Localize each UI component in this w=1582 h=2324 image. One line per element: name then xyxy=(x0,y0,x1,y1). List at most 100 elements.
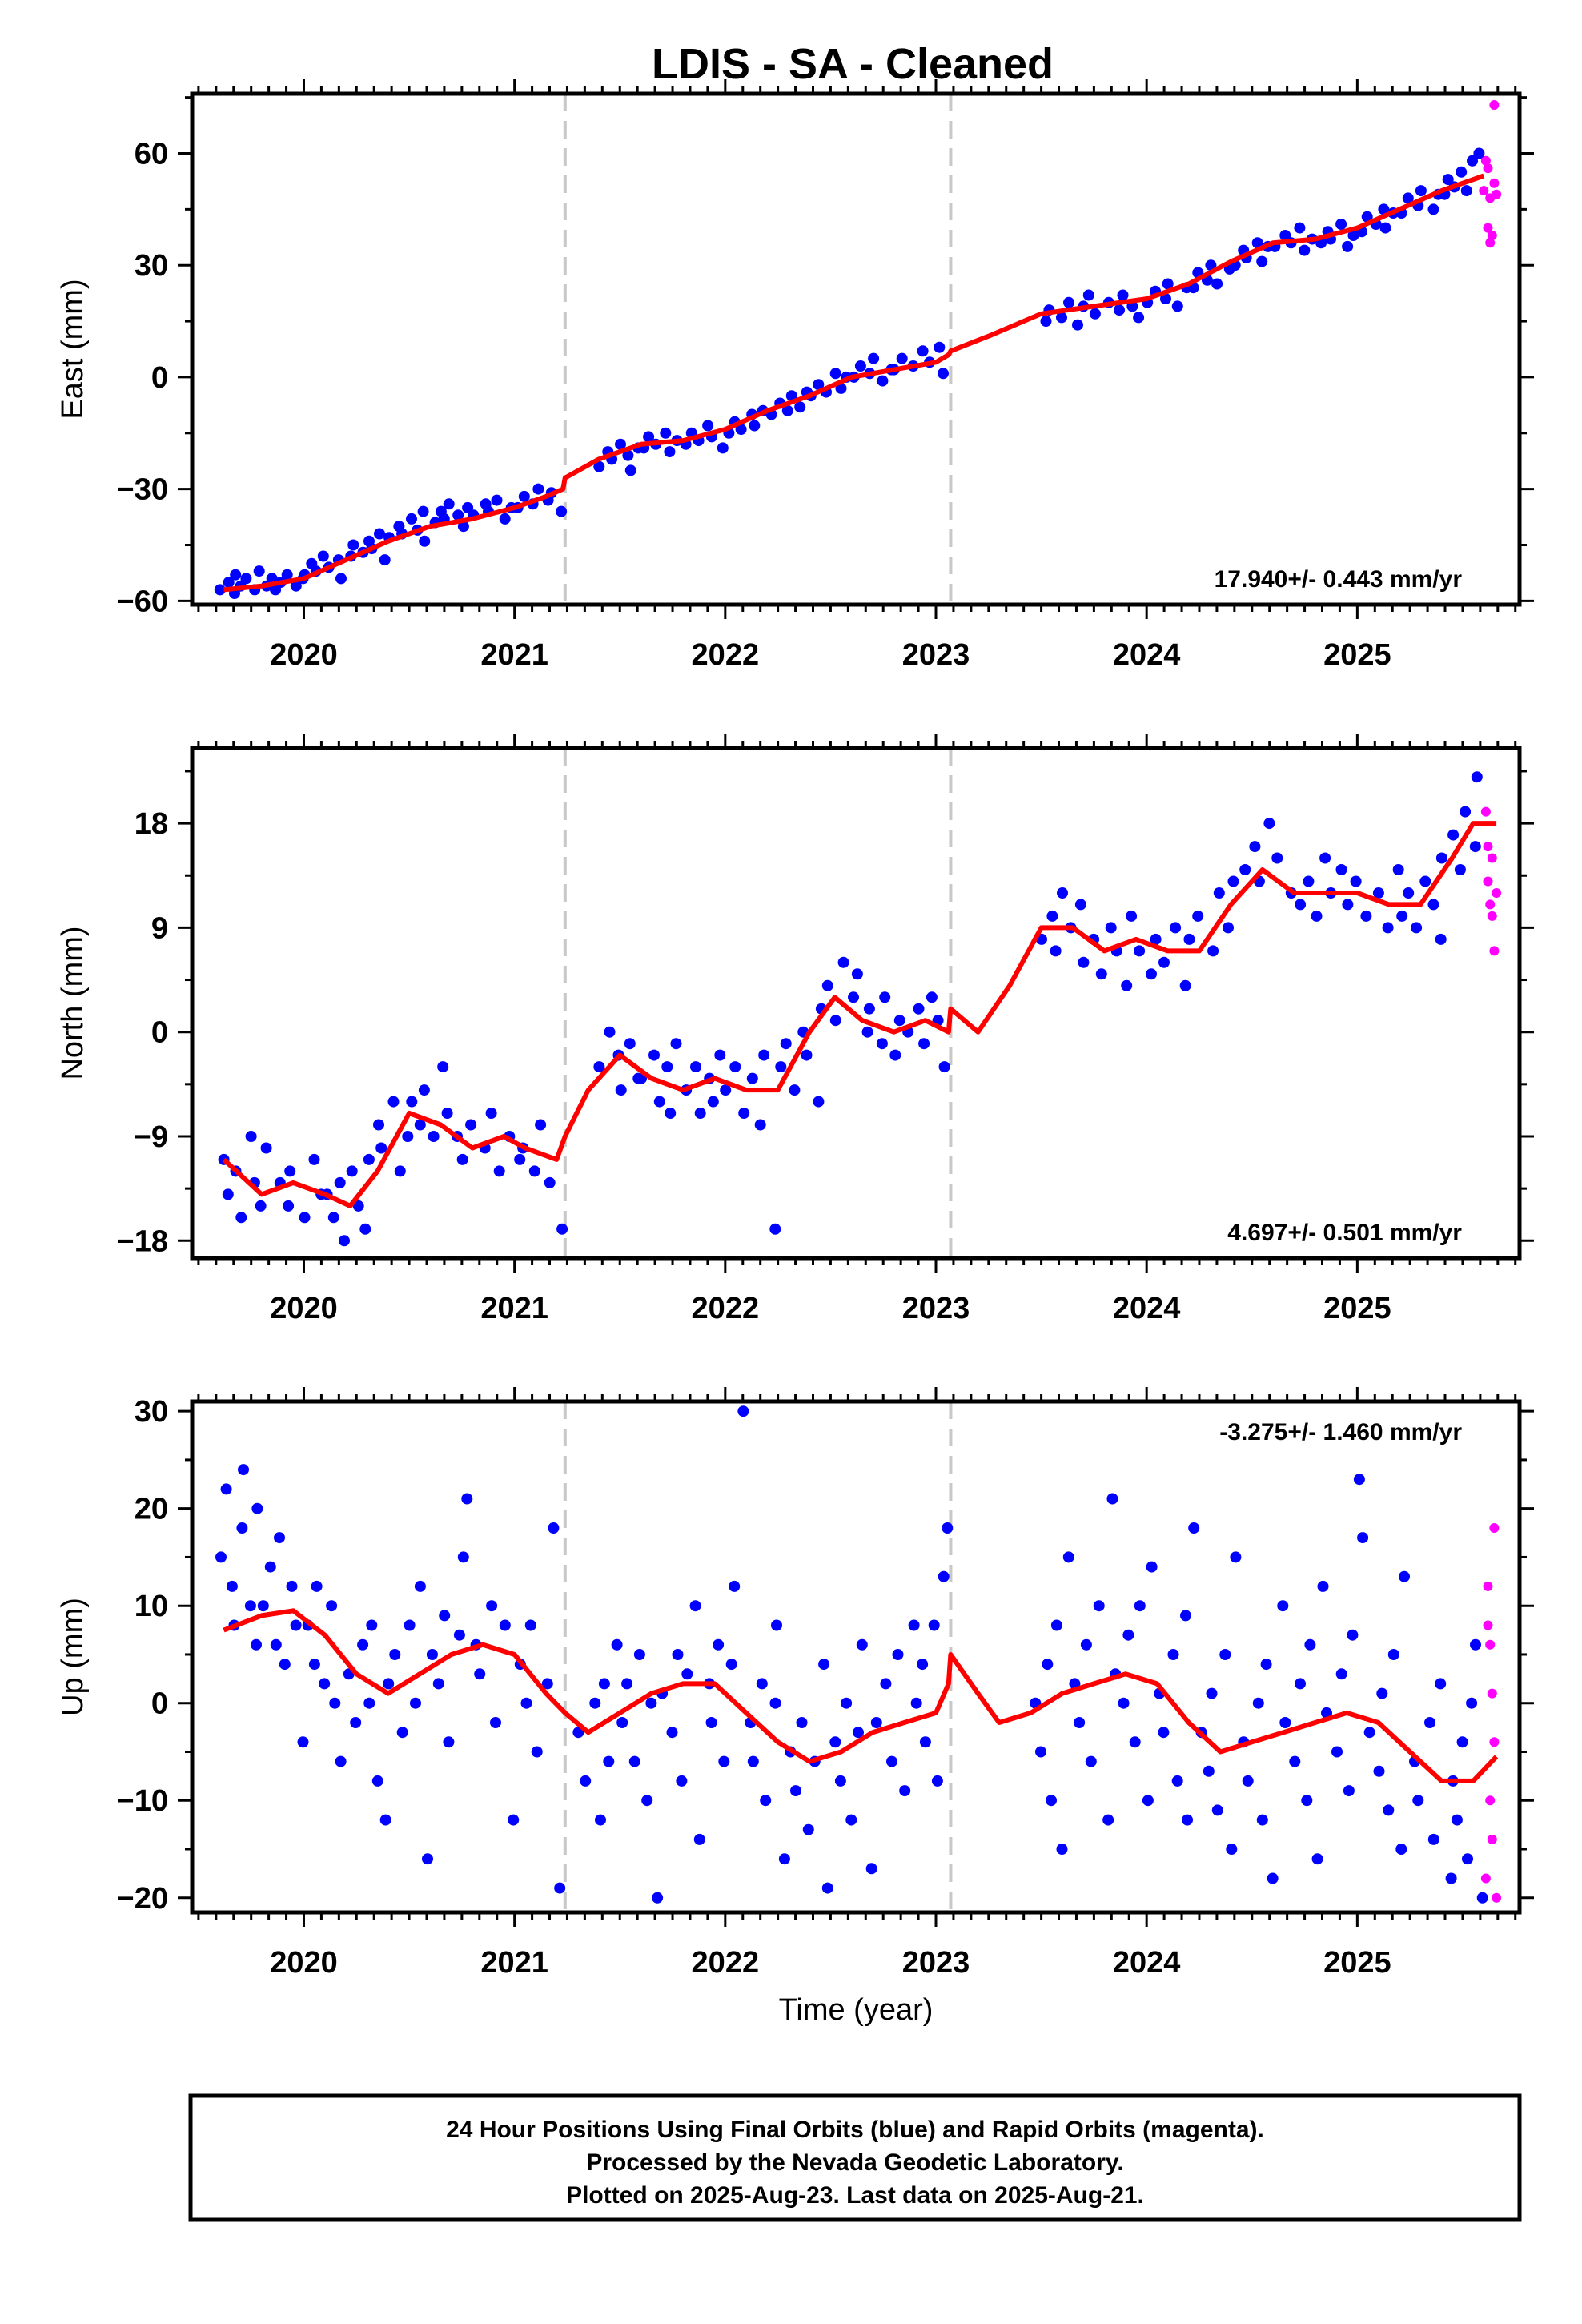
up-rapid-point xyxy=(1485,1639,1496,1650)
east-final-point xyxy=(443,498,455,510)
north-final-point xyxy=(1372,887,1384,899)
north-rapid-point xyxy=(1483,842,1493,852)
up-final-point xyxy=(1343,1785,1355,1797)
up-final-point xyxy=(1424,1717,1435,1728)
north-final-point xyxy=(418,1084,430,1096)
up-final-point xyxy=(1470,1638,1481,1651)
up-final-point xyxy=(666,1727,678,1739)
north-final-point xyxy=(394,1165,406,1177)
up-final-point xyxy=(829,1736,841,1748)
up-final-point xyxy=(652,1892,664,1904)
up-final-point xyxy=(371,1775,383,1787)
up-final-point xyxy=(1373,1765,1385,1777)
up-final-point xyxy=(1347,1629,1359,1641)
up-final-point xyxy=(737,1405,749,1417)
east-final-point xyxy=(1211,278,1223,290)
north-x-tick-label: 2020 xyxy=(270,1292,338,1325)
north-final-point xyxy=(624,1038,636,1050)
up-final-point xyxy=(461,1493,473,1505)
east-final-point xyxy=(877,375,889,387)
east-final-point xyxy=(374,528,385,540)
up-rapid-point xyxy=(1483,1620,1493,1630)
up-final-point xyxy=(1321,1707,1332,1719)
north-final-point xyxy=(694,1108,706,1119)
up-rapid-point xyxy=(1480,1873,1491,1884)
up-final-point xyxy=(1376,1687,1388,1699)
north-final-point xyxy=(780,1038,792,1050)
up-final-point xyxy=(1277,1600,1289,1612)
up-final-point xyxy=(490,1717,501,1728)
north-final-point xyxy=(1435,852,1447,864)
up-final-point xyxy=(856,1638,868,1651)
east-rapid-point xyxy=(1489,100,1500,110)
up-final-point xyxy=(899,1785,911,1797)
north-final-point xyxy=(861,1026,873,1038)
north-y-tick-label: −9 xyxy=(134,1120,168,1154)
up-final-point xyxy=(1451,1814,1463,1826)
north-rapid-point xyxy=(1492,888,1502,898)
footer-box: 24 Hour Positions Using Final Orbits (bl… xyxy=(188,2093,1522,2222)
north-model-curve xyxy=(222,821,1497,1208)
east-final-point xyxy=(1402,192,1414,204)
up-final-point xyxy=(410,1697,421,1709)
east-y-axis-label: East (mm) xyxy=(56,279,90,419)
up-final-point xyxy=(379,1814,391,1826)
east-final-point xyxy=(1335,219,1347,230)
north-final-point xyxy=(428,1131,440,1142)
up-final-point xyxy=(524,1619,536,1631)
up-final-point xyxy=(1182,1814,1193,1826)
up-final-point xyxy=(308,1659,320,1671)
north-final-point xyxy=(1263,818,1275,830)
up-final-point xyxy=(790,1785,801,1797)
east-x-tick-label: 2024 xyxy=(1113,638,1181,672)
north-final-point xyxy=(1146,968,1157,980)
north-final-point xyxy=(879,991,891,1003)
up-final-point xyxy=(335,1755,347,1767)
north-final-point xyxy=(1454,864,1466,875)
east-rapid-point xyxy=(1489,178,1500,188)
north-final-point xyxy=(346,1165,358,1177)
up-x-tick-label: 2025 xyxy=(1323,1946,1391,1980)
north-final-point xyxy=(938,1061,950,1073)
up-final-point xyxy=(1042,1659,1054,1671)
north-final-point xyxy=(1105,922,1117,934)
up-final-point xyxy=(520,1697,532,1709)
north-rapid-point xyxy=(1489,946,1500,956)
up-final-point xyxy=(1050,1619,1062,1631)
up-final-point xyxy=(1295,1678,1306,1690)
up-final-point xyxy=(1399,1570,1410,1582)
east-final-point xyxy=(829,368,841,380)
north-final-point xyxy=(1249,841,1261,853)
east-rapid-point xyxy=(1492,189,1502,199)
up-final-point xyxy=(880,1678,892,1690)
up-final-point xyxy=(1357,1532,1369,1544)
up-final-point xyxy=(713,1638,725,1651)
panel-east: 2020 2021 2022 2023 2024 2025 −60 −30 0 30 60 East … xyxy=(56,79,1534,672)
north-final-point xyxy=(1170,922,1182,934)
north-final-point xyxy=(1460,806,1472,818)
north-final-point xyxy=(665,1108,677,1119)
north-final-point xyxy=(754,1119,766,1131)
east-final-point xyxy=(1415,185,1427,197)
north-final-point xyxy=(1319,852,1331,864)
up-final-point xyxy=(1171,1775,1183,1787)
east-final-point xyxy=(1072,319,1083,331)
north-final-point xyxy=(245,1131,257,1142)
up-rapid-point xyxy=(1487,1834,1497,1844)
north-final-point xyxy=(1295,899,1307,911)
north-final-point xyxy=(604,1026,616,1038)
up-final-point xyxy=(1252,1697,1264,1709)
up-final-point xyxy=(1311,1853,1323,1865)
east-final-point xyxy=(240,573,252,585)
up-final-point xyxy=(383,1678,395,1690)
up-final-point xyxy=(457,1551,469,1563)
east-final-point xyxy=(1056,312,1067,324)
north-final-point xyxy=(615,1084,627,1096)
up-final-point xyxy=(580,1775,592,1787)
north-final-point xyxy=(437,1061,449,1073)
up-final-point xyxy=(1242,1775,1254,1787)
up-final-point xyxy=(1289,1755,1301,1767)
east-final-point xyxy=(1160,293,1171,305)
north-final-point xyxy=(758,1049,770,1061)
east-final-point xyxy=(290,580,302,592)
